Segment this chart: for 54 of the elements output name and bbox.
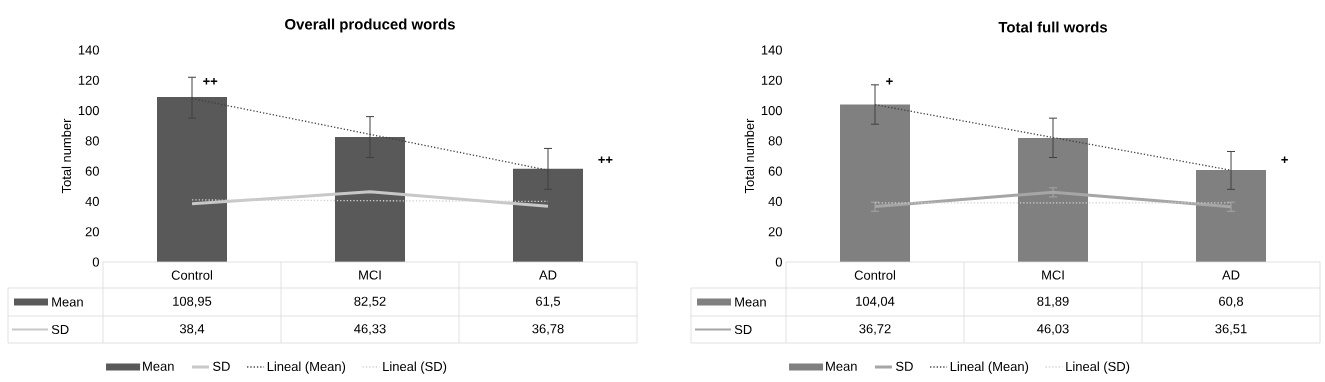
y-tick-label: 20: [768, 227, 782, 237]
chart-title: Overall produced words: [285, 18, 455, 33]
data-label: 46,03: [1037, 324, 1069, 335]
data-label: 36,78: [532, 324, 564, 335]
x-tick-label: Control: [854, 270, 896, 280]
legend-label: SD: [213, 361, 230, 371]
data-label: 108,95: [173, 296, 212, 308]
text: Mean: [826, 361, 857, 371]
data-label: 60,8: [1219, 296, 1244, 308]
legend-label: Mean: [52, 297, 83, 307]
annotation: +: [886, 78, 893, 85]
data-label: 38,4: [179, 324, 205, 335]
y-tick-label: 100: [761, 105, 782, 116]
annotation: ++: [598, 156, 613, 164]
text: +: [1281, 156, 1288, 164]
data-label: 46,33: [354, 324, 386, 335]
y-axis-title: Total number: [744, 118, 755, 194]
y-tick-label: 100: [78, 105, 99, 116]
data-label: 81,89: [1037, 296, 1069, 308]
y-tick-label: 120: [78, 75, 99, 85]
data-label: 82,52: [354, 296, 386, 308]
legend-label: Mean: [735, 297, 766, 307]
y-tick-label: 20: [85, 227, 99, 237]
data-label: 36,51: [1215, 324, 1247, 335]
y-axis-title: Total number: [61, 118, 72, 194]
x-tick-label: MCI: [359, 270, 381, 280]
legend-label: Lineal (Mean): [267, 361, 346, 374]
data-label: 61,5: [536, 296, 561, 308]
data-label: 36,72: [859, 324, 891, 335]
y-tick-label: 120: [761, 75, 782, 85]
text: SD: [734, 324, 752, 335]
x-tick-label: Control: [171, 270, 213, 280]
y-tick-label: 80: [85, 136, 99, 146]
legend-label: Lineal (SD): [383, 361, 447, 374]
y-tick-label: 40: [768, 196, 782, 207]
y-tick-label: 0: [92, 257, 99, 267]
y-tick-label: 0: [775, 257, 782, 267]
y-tick-label: 40: [85, 196, 99, 207]
legend-label: SD: [896, 361, 913, 371]
x-tick-label: AD: [539, 270, 557, 280]
data-label: 104,04: [856, 296, 895, 308]
x-tick-label: MCI: [1042, 270, 1064, 280]
y-tick-label: 140: [761, 45, 782, 55]
chart-title: Total full words: [998, 21, 1108, 33]
y-tick-label: 60: [768, 166, 782, 176]
legend-label: Lineal (Mean): [950, 361, 1029, 374]
text: SD: [51, 324, 69, 335]
x-tick-label: AD: [1222, 270, 1240, 280]
y-tick-label: 60: [85, 166, 99, 176]
y-tick-label: 80: [768, 136, 782, 146]
y-tick-label: 140: [78, 45, 99, 55]
text: Mean: [143, 361, 174, 371]
legend-label: Lineal (SD): [1066, 361, 1130, 374]
annotation: ++: [203, 78, 218, 85]
